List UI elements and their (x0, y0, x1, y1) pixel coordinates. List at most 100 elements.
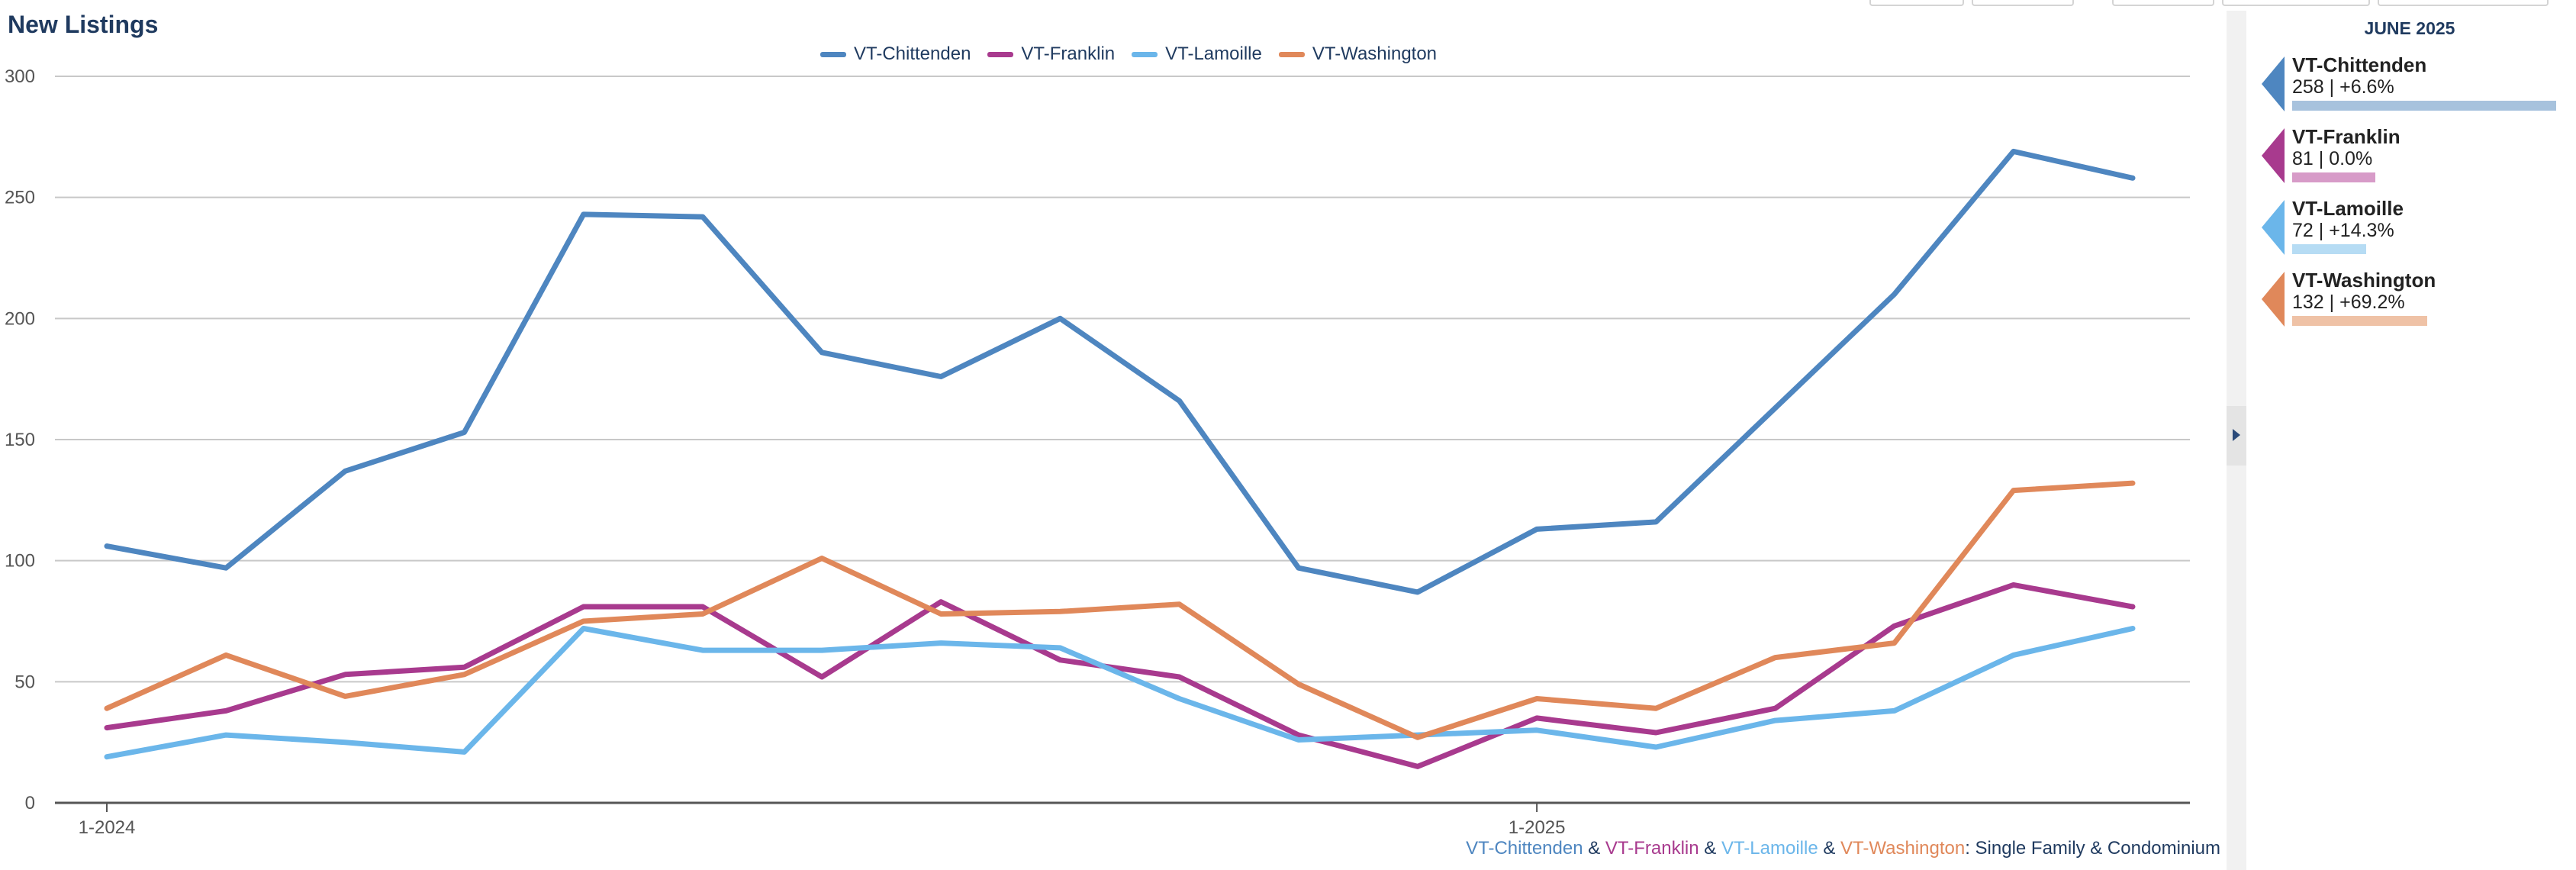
data-point (1415, 764, 1420, 769)
legend-swatch (1132, 51, 1158, 57)
data-point (462, 672, 467, 677)
data-point (819, 674, 825, 679)
series-marker-icon (2262, 200, 2285, 255)
data-point (700, 214, 705, 220)
data-point (581, 604, 586, 609)
data-point (700, 648, 705, 653)
data-point (581, 619, 586, 624)
footnote-part: VT-Washington (1840, 838, 1966, 859)
toolbar-button[interactable] (2112, 0, 2214, 6)
data-point (1892, 624, 1897, 629)
data-point (2130, 176, 2135, 181)
legend-swatch (820, 51, 846, 57)
y-tick-label: 100 (5, 551, 35, 572)
collapse-panel-button[interactable] (2227, 406, 2246, 466)
data-point (700, 604, 705, 609)
data-point (1415, 589, 1420, 594)
data-point (2011, 488, 2016, 493)
series-marker-icon (2262, 272, 2285, 327)
x-tick-label: 1-2024 (79, 817, 136, 838)
data-point (1653, 730, 1659, 735)
side-item-name: VT-Washington (2292, 269, 2436, 292)
footnote-part: : Single Family & Condominium (1965, 838, 2220, 859)
data-point (1773, 655, 1778, 660)
data-point (700, 611, 705, 617)
footnote-part: & (1583, 838, 1605, 859)
footnote-part: VT-Lamoille (1721, 838, 1818, 859)
data-point (1653, 519, 1659, 524)
legend-item[interactable]: VT-Chittenden (820, 44, 971, 65)
series-line-vt-chittenden (104, 148, 2136, 595)
data-point (1296, 737, 1301, 743)
legend-swatch (987, 51, 1014, 57)
side-item-name: VT-Lamoille (2292, 197, 2404, 220)
y-tick-label: 50 (14, 672, 35, 692)
toolbar-buttons (1869, 0, 2549, 6)
data-point (2130, 626, 2135, 631)
y-tick-label: 300 (5, 66, 35, 87)
data-point (1177, 601, 1182, 607)
toolbar-button[interactable] (2378, 0, 2549, 6)
legend-item[interactable]: VT-Washington (1278, 44, 1437, 65)
data-point (1534, 527, 1540, 532)
data-point (1415, 735, 1420, 740)
y-tick-label: 200 (5, 308, 35, 329)
toolbar-button[interactable] (2222, 0, 2370, 6)
legend-item[interactable]: VT-Franklin (987, 44, 1115, 65)
data-point (819, 556, 825, 561)
side-item-bar (2292, 244, 2366, 254)
side-item-value: 81 | 0.0% (2292, 148, 2373, 169)
side-item-name: VT-Chittenden (2292, 53, 2427, 76)
data-point (1058, 609, 1063, 614)
data-point (1534, 715, 1540, 720)
side-panel-item[interactable]: VT-Washington 132 | +69.2% (2262, 269, 2567, 330)
data-point (224, 708, 229, 714)
data-point (1773, 718, 1778, 723)
data-point (1892, 708, 1897, 714)
data-point (2011, 652, 2016, 658)
side-panel-item[interactable]: VT-Franklin 81 | 0.0% (2262, 125, 2567, 186)
side-item-value: 72 | +14.3% (2292, 220, 2394, 241)
footnote-part: & (1818, 838, 1841, 859)
footnote-part: VT-Franklin (1605, 838, 1699, 859)
data-point (105, 706, 109, 711)
series-marker-icon (2262, 56, 2285, 111)
side-panel-item[interactable]: VT-Chittenden 258 | +6.6% (2262, 53, 2567, 114)
legend-label: VT-Lamoille (1165, 44, 1262, 64)
side-item-value: 132 | +69.2% (2292, 292, 2405, 313)
data-point (224, 733, 229, 738)
data-point (581, 626, 586, 631)
data-point (224, 566, 229, 571)
data-point (1296, 566, 1301, 571)
side-item-value: 258 | +6.6% (2292, 76, 2394, 98)
data-point (939, 611, 944, 617)
side-item-name: VT-Franklin (2292, 125, 2401, 148)
toolbar-button[interactable] (1972, 0, 2074, 6)
data-point (1653, 706, 1659, 711)
data-point (343, 694, 348, 699)
side-panel-item[interactable]: VT-Lamoille 72 | +14.3% (2262, 197, 2567, 258)
side-item-bar (2292, 101, 2556, 111)
chart-title: New Listings (8, 11, 159, 38)
data-point (224, 652, 229, 658)
y-tick-label: 250 (5, 188, 35, 208)
side-item-bar (2292, 316, 2428, 326)
data-point (1177, 674, 1182, 679)
data-point (1058, 657, 1063, 662)
data-point (939, 640, 944, 646)
toolbar-button[interactable] (1869, 0, 1964, 6)
data-point (1773, 405, 1778, 411)
series-line-vt-washington (104, 480, 2136, 740)
data-point (1534, 696, 1540, 701)
data-point (939, 599, 944, 604)
data-point (462, 749, 467, 755)
data-point (1058, 645, 1063, 650)
y-tick-label: 0 (25, 793, 35, 814)
series-marker-icon (2262, 128, 2285, 183)
footnote-part: VT-Chittenden (1466, 838, 1583, 859)
series-line-vt-lamoille (104, 626, 2136, 760)
data-point (581, 211, 586, 217)
chart-footnote: VT-Chittenden & VT-Franklin & VT-Lamoill… (1466, 838, 2220, 859)
legend-item[interactable]: VT-Lamoille (1132, 44, 1262, 65)
x-tick-label: 1-2025 (1509, 817, 1566, 838)
